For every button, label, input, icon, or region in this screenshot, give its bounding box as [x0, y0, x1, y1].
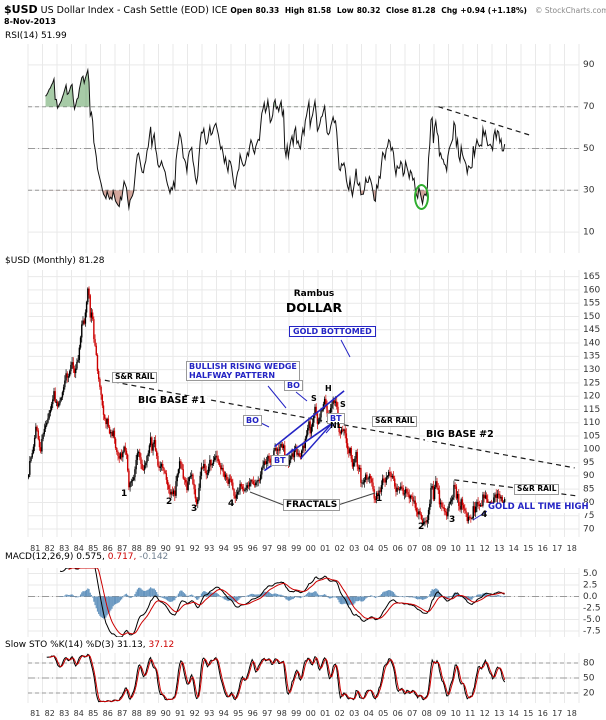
annotation-neckline: NL: [330, 421, 342, 430]
chart-header: $USD US Dollar Index - Cash Settle (EOD)…: [4, 3, 606, 16]
open-label: Open: [230, 6, 253, 15]
high-label: High: [284, 6, 305, 15]
annotation-bo-2: BO: [243, 415, 262, 427]
instrument-name: US Dollar Index - Cash Settle (EOD) ICE: [40, 5, 228, 16]
macd-signal-value: 0.717,: [107, 552, 137, 562]
fractal-1a: 1: [121, 489, 128, 499]
rsi-low-green-circle: [414, 184, 429, 210]
symbol: $USD: [4, 3, 38, 16]
sto-d-value: 37.12: [148, 640, 175, 650]
annotation-gold-bottomed: GOLD BOTTOMED: [289, 326, 376, 338]
annotation-big-base-2: BIG BASE #2: [425, 429, 495, 441]
fractal-4b: 4: [481, 510, 488, 520]
fractal-3b: 3: [449, 515, 456, 525]
fractal-4a: 4: [228, 499, 235, 509]
chart-date: 8-Nov-2013: [4, 17, 56, 26]
annotation-dollar: DOLLAR: [285, 300, 343, 315]
annotation-wedge-callout: BULLISH RISING WEDGE HALFWAY PATTERN: [186, 361, 300, 382]
annotation-left-shoulder: S: [311, 394, 317, 403]
annotation-bt-2: BT: [271, 455, 289, 467]
annotation-rambus: Rambus: [293, 289, 335, 299]
price-panel-label: $USD (Monthly) 81.28: [5, 256, 105, 266]
fractal-3a: 3: [191, 504, 198, 514]
rsi-panel-label: RSI(14) 51.99: [5, 31, 67, 41]
annotation-fractals: FRACTALS: [283, 499, 341, 512]
annotation-bt-1: BT: [327, 413, 345, 425]
annotation-big-base-1: BIG BASE #1: [137, 395, 207, 407]
annotation-head: H: [325, 384, 332, 393]
fractal-2b: 2: [418, 522, 425, 532]
macd-line-value: 0.575,: [76, 552, 105, 562]
annotation-wedge-line2: HALFWAY PATTERN: [189, 371, 276, 381]
annotation-wedge-line1: BULLISH RISING WEDGE: [189, 362, 297, 371]
annotation-sr-rail-left: S&R RAIL: [112, 372, 158, 383]
annotation-sr-rail-mid: S&R RAIL: [372, 416, 418, 427]
annotation-right-shoulder: S: [340, 400, 346, 409]
sto-k-value: 31.13,: [117, 640, 146, 650]
chg-label: Chg: [441, 6, 458, 15]
sto-panel-label: Slow STO %K(14) %D(3) 31.13, 37.12: [5, 640, 174, 650]
chg-value: +0.94 (+1.18%): [460, 6, 527, 15]
fractal-2a: 2: [166, 497, 173, 507]
close-value: 81.28: [411, 6, 436, 15]
macd-hist-value: -0.142: [139, 552, 169, 562]
macd-panel-label: MACD(12,26,9) 0.575, 0.717, -0.142: [5, 552, 168, 562]
low-label: Low: [336, 6, 354, 15]
annotation-sr-rail-right: S&R RAIL: [514, 484, 560, 495]
annotation-gold-all-time-high: GOLD ALL TIME HIGH: [487, 502, 590, 513]
quote-strip: Open 80.33 High 81.58 Low 80.32 Close 81.28 …: [227, 6, 527, 15]
sto-label-name: Slow STO %K(14) %D(3): [5, 640, 115, 650]
open-value: 80.33: [255, 6, 280, 15]
close-label: Close: [386, 6, 409, 15]
fractal-1b: 1: [376, 494, 383, 504]
macd-label-name: MACD(12,26,9): [5, 552, 74, 562]
annotation-bo-1: BO: [284, 380, 303, 392]
high-value: 81.58: [307, 6, 332, 15]
copyright: © StockCharts.com: [534, 6, 606, 15]
low-value: 80.32: [356, 6, 381, 15]
